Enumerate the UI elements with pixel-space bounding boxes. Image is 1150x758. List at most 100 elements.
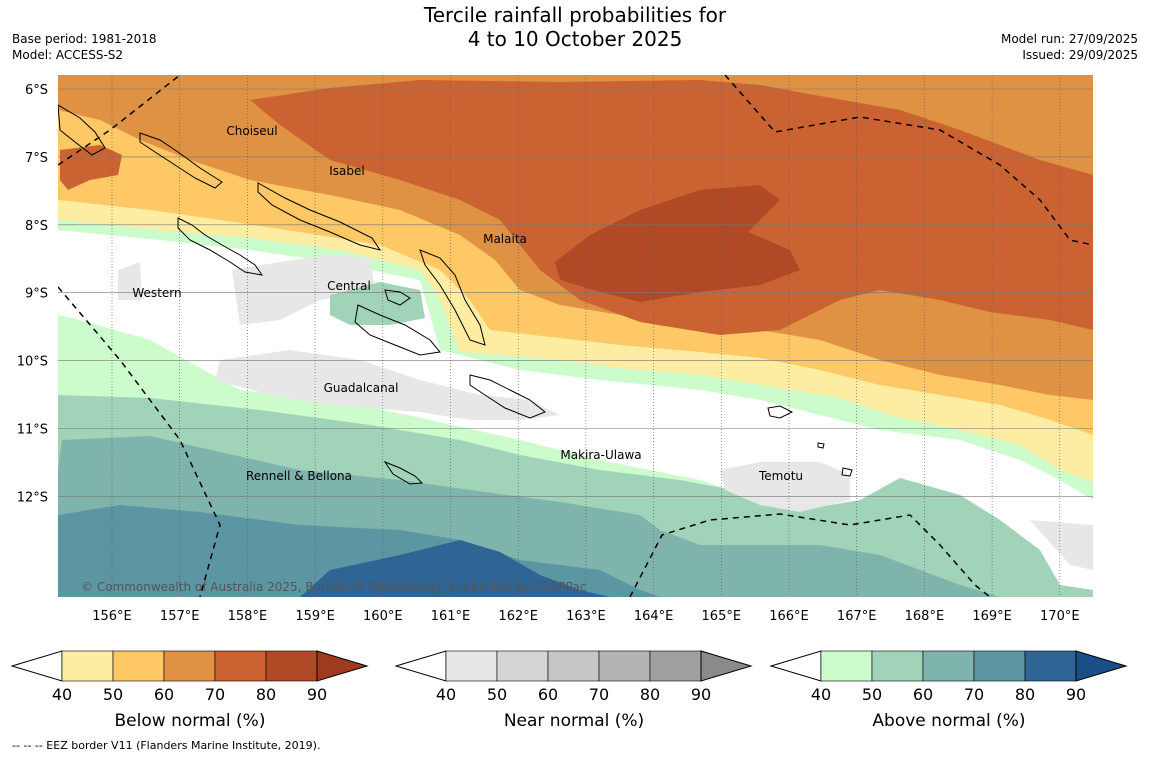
eez-border-png	[58, 75, 181, 166]
lon-label: 156°E	[92, 609, 132, 624]
province-label: Rennell & Bellona	[246, 469, 352, 483]
copyright-note: © Commonwealth of Australia 2025, Bureau…	[81, 580, 587, 594]
province-label: Malaita	[483, 232, 527, 246]
malaita-island	[419, 249, 486, 346]
issued-date: Issued: 29/09/2025	[1022, 48, 1138, 62]
lon-label: 161°E	[431, 609, 471, 624]
title-line-1: Tercile rainfall probabilities for	[423, 3, 727, 27]
colorbar-tick: 90	[691, 685, 711, 704]
colorbar-segment	[61, 650, 114, 682]
lat-label: 11°S	[17, 423, 48, 438]
isabel-island	[257, 182, 382, 251]
choiseul-island	[139, 132, 223, 189]
lat-label: 9°S	[25, 287, 48, 302]
colorbar-tick: 50	[487, 685, 507, 704]
colorbar-segment	[820, 650, 873, 682]
colorbar: 40 50 60 70 80 90 Below normal (%)	[10, 650, 369, 731]
colorbar-tick: 60	[538, 685, 558, 704]
base-period: Base period: 1981-2018	[12, 32, 157, 46]
colorbar-segment	[598, 650, 651, 682]
eez-borders	[58, 75, 1093, 597]
eez-border-tuvalu	[724, 75, 1093, 246]
colorbar-tick: 80	[256, 685, 276, 704]
colorbar-segment	[112, 650, 165, 682]
lat-label: 6°S	[25, 83, 48, 98]
probability-field	[58, 75, 1093, 597]
province-label: Makira-Ulawa	[560, 448, 641, 462]
eez-footnote: -- -- -- EEZ border V11 (Flanders Marine…	[12, 739, 321, 752]
colorbar-tick: 90	[1066, 685, 1086, 704]
colorbar-segment	[496, 650, 549, 682]
colorbar-tick: 70	[205, 685, 225, 704]
colorbar-segment	[214, 650, 267, 682]
province-labels: Choiseul Isabel Malaita Western Central Guada…	[132, 124, 803, 483]
lat-label: 12°S	[17, 490, 48, 505]
colorbar-segment	[1024, 650, 1077, 682]
province-label: Isabel	[329, 164, 364, 178]
colorbar-low-extend	[769, 650, 822, 682]
lon-label: 167°E	[837, 609, 877, 624]
graticule	[58, 75, 1093, 597]
colorbars: 40 50 60 70 80 90 Below normal (%) 40 50 60 70 80 90…	[10, 650, 1128, 731]
latitude-labels: 6°S 7°S 8°S 9°S 10°S 11°S 12°S	[17, 83, 48, 505]
province-label: Western	[132, 286, 181, 300]
colorbar-tick: 80	[640, 685, 660, 704]
meta-right: Model run: 27/09/2025 Issued: 29/09/2025	[1001, 31, 1138, 63]
lat-label: 8°S	[25, 219, 48, 234]
lon-label: 160°E	[363, 609, 403, 624]
colorbar-tick: 60	[913, 685, 933, 704]
meta-left: Base period: 1981-2018 Model: ACCESS-S2	[12, 31, 157, 63]
rennell-island	[383, 460, 424, 485]
colorbar-segment	[649, 650, 702, 682]
below-80-zone	[555, 185, 800, 302]
below-70-zone	[60, 145, 122, 190]
model-run: Model run: 27/09/2025	[1000, 32, 1138, 46]
new-georgia-islands	[177, 217, 264, 276]
colorbar-segment	[163, 650, 216, 682]
colorbar-tick: 40	[811, 685, 831, 704]
colorbar-segment	[265, 650, 318, 682]
map-title: Tercile rainfall probabilities for 4 to …	[0, 3, 1150, 51]
guadalcanal-island	[354, 304, 441, 356]
colorbar-title: Near normal (%)	[504, 711, 644, 731]
coastlines	[58, 104, 853, 485]
colorbar-segment	[973, 650, 1026, 682]
colorbar-segment	[871, 650, 924, 682]
colorbar-segment	[445, 650, 498, 682]
lon-label: 166°E	[769, 609, 809, 624]
colorbar-tick: 80	[1015, 685, 1035, 704]
tikopia-island	[817, 442, 825, 449]
lon-label: 164°E	[634, 609, 674, 624]
colorbar: 40 50 60 70 80 90 Near normal (%)	[394, 650, 753, 731]
makira-island	[469, 374, 546, 419]
vanikoro-island	[841, 467, 853, 477]
title-line-2: 4 to 10 October 2025	[467, 27, 683, 51]
lon-label: 170°E	[1040, 609, 1080, 624]
colorbar-high-extend	[316, 650, 369, 682]
colorbar-tick: 60	[154, 685, 174, 704]
colorbar-title: Above normal (%)	[872, 711, 1025, 731]
lon-label: 169°E	[972, 609, 1012, 624]
colorbar-tick: 50	[103, 685, 123, 704]
lon-label: 157°E	[160, 609, 200, 624]
colorbar-tick: 50	[862, 685, 882, 704]
province-label: Choiseul	[226, 124, 277, 138]
colorbar-title: Below normal (%)	[115, 711, 266, 731]
santa-cruz-island	[767, 405, 794, 419]
province-label: Temotu	[758, 469, 803, 483]
colorbar-segment	[922, 650, 975, 682]
longitude-labels: 156°E 157°E 158°E 159°E 160°E 161°E 162°E 163°E…	[92, 609, 1079, 624]
colorbar-tick: 70	[589, 685, 609, 704]
model-name: Model: ACCESS-S2	[12, 48, 124, 62]
colorbar-high-extend	[1075, 650, 1128, 682]
colorbar: 40 50 60 70 80 90 Above normal (%)	[769, 650, 1128, 731]
province-label: Guadalcanal	[324, 381, 399, 395]
lon-label: 158°E	[228, 609, 268, 624]
above-80-zone	[300, 540, 610, 597]
lon-label: 162°E	[498, 609, 538, 624]
province-label: Central	[327, 279, 371, 293]
colorbar-low-extend	[394, 650, 447, 682]
colorbar-low-extend	[10, 650, 63, 682]
lon-label: 159°E	[295, 609, 335, 624]
